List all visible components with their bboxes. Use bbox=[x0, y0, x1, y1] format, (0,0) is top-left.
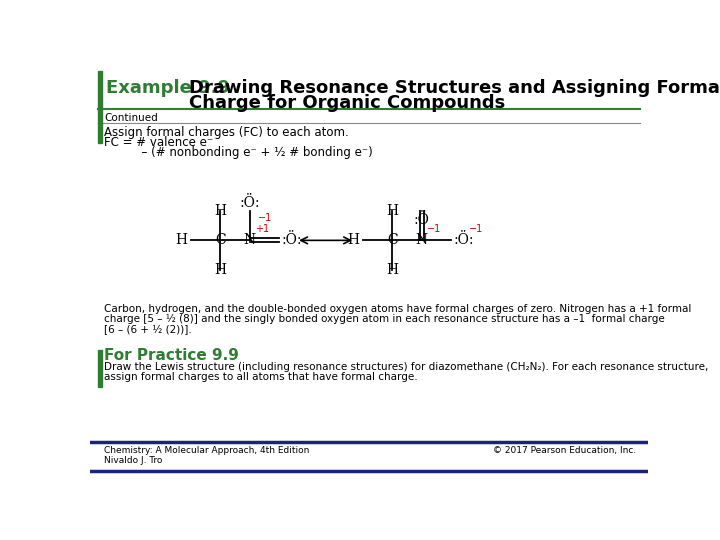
Text: −1: −1 bbox=[258, 213, 272, 222]
Text: Draw the Lewis structure (including resonance structures) for diazomethane (CH₂N: Draw the Lewis structure (including reso… bbox=[104, 362, 708, 372]
Text: charge [5 – ½ (8)] and the singly bonded oxygen atom in each resonance structure: charge [5 – ½ (8)] and the singly bonded… bbox=[104, 314, 665, 325]
Text: C: C bbox=[215, 233, 225, 247]
Text: :Ö:: :Ö: bbox=[454, 233, 474, 247]
Text: H: H bbox=[215, 204, 226, 218]
Text: −1: −1 bbox=[469, 224, 483, 234]
Text: N: N bbox=[415, 233, 428, 247]
Text: For Practice 9.9: For Practice 9.9 bbox=[104, 348, 239, 363]
Text: Continued: Continued bbox=[104, 112, 158, 123]
Text: Chemistry: A Molecular Approach, 4th Edition: Chemistry: A Molecular Approach, 4th Edi… bbox=[104, 446, 310, 455]
Text: Carbon, hydrogen, and the double-bonded oxygen atoms have formal charges of zero: Carbon, hydrogen, and the double-bonded … bbox=[104, 303, 691, 314]
Text: Drawing Resonance Structures and Assigning Formal: Drawing Resonance Structures and Assigni… bbox=[189, 79, 720, 97]
Text: [6 – (6 + ½ (2))].: [6 – (6 + ½ (2))]. bbox=[104, 325, 192, 335]
Text: Example 9.9: Example 9.9 bbox=[106, 79, 230, 97]
Text: N: N bbox=[243, 233, 256, 247]
Text: :Ö: :Ö bbox=[414, 213, 430, 227]
Text: −1: −1 bbox=[427, 224, 441, 234]
Text: FC = # valence e⁻: FC = # valence e⁻ bbox=[104, 137, 213, 150]
Text: assign formal charges to all atoms that have formal charge.: assign formal charges to all atoms that … bbox=[104, 372, 418, 382]
Text: :Ö:: :Ö: bbox=[239, 195, 260, 210]
Text: :Ö:: :Ö: bbox=[282, 233, 302, 247]
Text: H: H bbox=[386, 262, 398, 276]
Text: H: H bbox=[386, 204, 398, 218]
Text: +1: +1 bbox=[255, 224, 269, 234]
Text: C: C bbox=[387, 233, 397, 247]
Text: Assign formal charges (FC) to each atom.: Assign formal charges (FC) to each atom. bbox=[104, 126, 348, 139]
Text: H: H bbox=[215, 262, 226, 276]
Text: H: H bbox=[175, 233, 187, 247]
Text: – (# nonbonding e⁻ + ½ # bonding e⁻): – (# nonbonding e⁻ + ½ # bonding e⁻) bbox=[104, 146, 373, 159]
Text: © 2017 Pearson Education, Inc.: © 2017 Pearson Education, Inc. bbox=[493, 446, 636, 455]
Text: H: H bbox=[347, 233, 359, 247]
Text: Nivaldo J. Tro: Nivaldo J. Tro bbox=[104, 456, 162, 465]
Bar bbox=[98, 71, 102, 143]
Bar bbox=[98, 350, 102, 387]
Text: Charge for Organic Compounds: Charge for Organic Compounds bbox=[189, 94, 505, 112]
